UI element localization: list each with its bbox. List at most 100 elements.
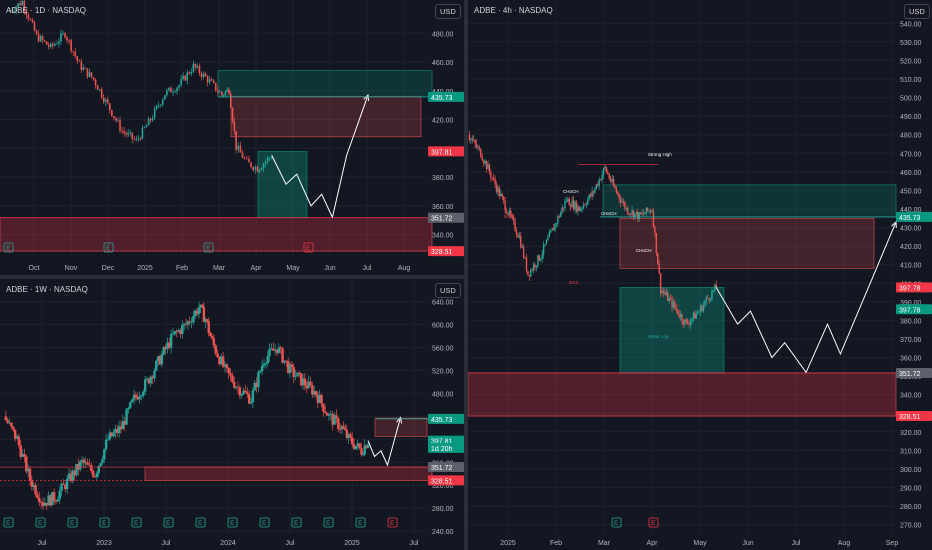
candle-body xyxy=(72,51,74,52)
candle-body xyxy=(149,376,152,384)
y-tick-label: 430.00 xyxy=(900,226,922,233)
candle-body xyxy=(170,87,172,93)
candle-body xyxy=(86,462,89,465)
candle-body xyxy=(155,360,158,371)
candle-body xyxy=(679,314,682,317)
divider-horizontal-left[interactable] xyxy=(0,275,464,279)
candle-body xyxy=(69,473,73,482)
candle-body xyxy=(657,252,659,265)
candle-body xyxy=(611,179,613,182)
candle-body xyxy=(645,207,648,214)
chart-panel-1d[interactable]: 480.00460.00440.00420.00400.00380.00360.… xyxy=(0,0,464,275)
candle-body xyxy=(520,235,522,248)
price-tag-label: 397.81 xyxy=(431,149,453,156)
price-tag xyxy=(428,246,464,257)
projection-path xyxy=(271,94,369,219)
price-tag xyxy=(428,442,464,453)
candle-body xyxy=(76,56,79,61)
candle-body xyxy=(9,10,11,12)
candle-body xyxy=(158,356,162,365)
candle-body xyxy=(216,353,219,358)
candle-body xyxy=(129,132,132,134)
candle-body xyxy=(500,194,502,196)
candle-body xyxy=(186,72,189,81)
chart-title-1d: ADBE · 1D · NASDAQ xyxy=(6,6,87,15)
candle-body xyxy=(221,91,223,96)
candle-body xyxy=(23,454,26,457)
candle-body xyxy=(90,465,93,471)
candle-body xyxy=(502,196,505,201)
candle-body xyxy=(60,483,63,491)
candle-body xyxy=(251,390,255,403)
projection-path xyxy=(715,221,897,374)
candle-body xyxy=(609,178,612,182)
candle-body xyxy=(174,91,176,93)
candle-body xyxy=(504,200,506,211)
earnings-icon xyxy=(227,517,238,528)
candle-body xyxy=(214,345,217,354)
candle-body xyxy=(237,145,240,150)
divider-vertical[interactable] xyxy=(464,0,468,550)
candle-body xyxy=(168,342,171,348)
candle-body xyxy=(258,169,261,172)
candle-body xyxy=(64,484,67,490)
candle-body xyxy=(706,297,709,299)
x-tick-label: Sep xyxy=(886,540,899,547)
earnings-icon-label: E xyxy=(106,245,111,252)
price-tag-label: 397.81 xyxy=(431,439,453,446)
candle-body xyxy=(212,338,216,346)
candle-body xyxy=(19,445,22,457)
price-tag-label: 328.51 xyxy=(431,249,453,256)
currency-button-1w[interactable]: USD xyxy=(435,283,461,298)
earnings-icon-label: E xyxy=(6,245,11,252)
earnings-icon xyxy=(163,517,174,528)
y-tick-label: 320.00 xyxy=(900,430,922,437)
y-tick-label: 480.00 xyxy=(432,31,454,38)
candle-body xyxy=(510,210,512,216)
y-tick-label: 460.00 xyxy=(900,170,922,177)
candle-body xyxy=(107,99,109,104)
candle-body xyxy=(689,321,692,325)
chart-4h-svg[interactable]: 540.00 530.00 520.00 510.00 500.00 490.00 480.… xyxy=(468,0,932,550)
candle-body xyxy=(140,395,143,397)
candle-body xyxy=(84,462,87,464)
candle-body xyxy=(266,157,269,162)
candle-body xyxy=(301,378,305,386)
currency-button-1d[interactable]: USD xyxy=(435,4,461,19)
x-tick-label: May xyxy=(286,265,300,272)
candle-body xyxy=(210,336,214,339)
x-tick-label: 2025 xyxy=(137,265,153,272)
chart-panel-1w[interactable]: 640.00600.00560.00520.00480.00440.00400.… xyxy=(0,279,464,550)
candle-body xyxy=(71,470,74,482)
currency-button-4h[interactable]: USD xyxy=(904,4,930,19)
candle-body xyxy=(617,192,619,194)
candle-body xyxy=(164,95,166,100)
candle-body xyxy=(206,76,209,83)
candle-body xyxy=(522,246,525,258)
candle-body xyxy=(578,206,580,211)
projection-arrow xyxy=(891,220,897,229)
candle-body xyxy=(10,422,13,427)
chart-panel-4h[interactable]: 540.00 530.00 520.00 510.00 500.00 490.00 480.… xyxy=(468,0,932,550)
candle-body xyxy=(363,445,366,455)
y-tick-label: 640.00 xyxy=(432,300,454,307)
earnings-icon xyxy=(3,242,14,253)
chart-1w-svg[interactable]: 640.00600.00560.00520.00480.00440.00400.… xyxy=(0,279,464,550)
candle-body xyxy=(33,22,36,31)
x-tick-label: 2025 xyxy=(344,540,360,547)
candle-body xyxy=(205,319,209,322)
candle-body xyxy=(303,378,307,386)
candle-body xyxy=(6,420,9,423)
candle-body xyxy=(38,497,41,503)
y-tick-label: 490.00 xyxy=(900,114,922,121)
candle-body xyxy=(558,216,561,218)
chart-title-4h: ADBE · 4h · NASDAQ xyxy=(474,6,553,15)
candle-body xyxy=(597,184,599,186)
chart-1d-svg[interactable]: 480.00460.00440.00420.00400.00380.00360.… xyxy=(0,0,464,275)
candle-body xyxy=(290,364,294,367)
candle-body xyxy=(166,90,168,96)
candle-body xyxy=(698,311,700,313)
candle-body xyxy=(635,211,638,214)
y-tick-label: 380.00 xyxy=(432,175,454,182)
candle-body xyxy=(572,200,575,210)
